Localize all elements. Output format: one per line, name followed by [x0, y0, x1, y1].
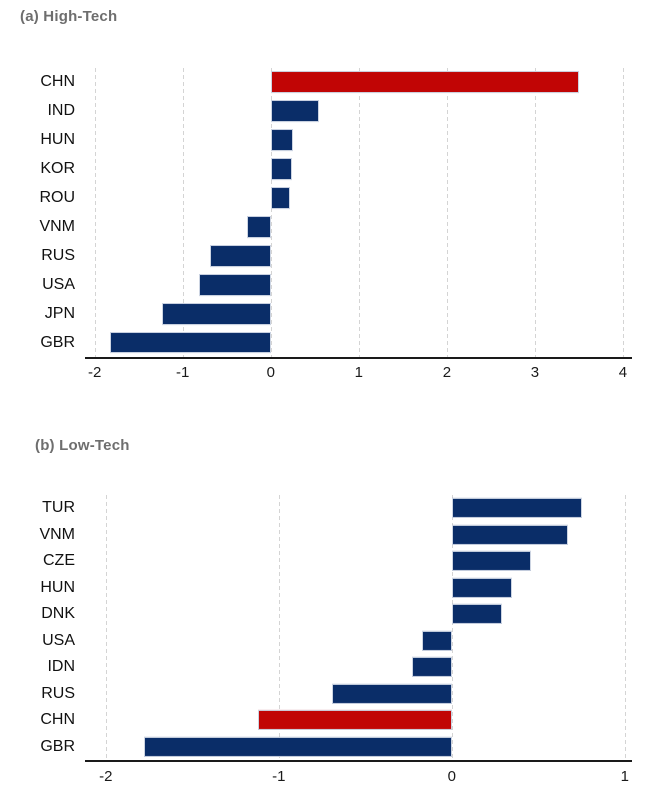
bar-row: USA — [42, 270, 630, 299]
gridline — [182, 68, 184, 357]
category-label: CZE — [43, 552, 75, 570]
x-tick-label: 1 — [620, 768, 629, 785]
category-label: VNM — [39, 525, 75, 543]
x-tick-label: 2 — [442, 364, 452, 381]
x-tick-label: 1 — [354, 364, 363, 381]
gridline — [358, 68, 360, 357]
bar-row: ROU — [39, 184, 630, 213]
bar — [451, 524, 568, 545]
category-label: KOR — [40, 160, 75, 178]
bar-row: VNM — [39, 213, 630, 242]
category-label: DNK — [41, 605, 75, 623]
bar — [451, 577, 513, 598]
panel-b-plot-area: TUR VNM CZE HUN DNK USA IDN RUS CHN GBR — [39, 495, 632, 762]
bar — [270, 71, 579, 94]
bar — [270, 129, 293, 152]
bar — [270, 158, 292, 181]
x-axis-line — [85, 760, 632, 762]
bar — [210, 244, 271, 267]
x-tick-label: 0 — [266, 364, 275, 381]
gridline — [278, 495, 280, 760]
bar-row: CHN — [40, 707, 630, 734]
bar — [422, 630, 452, 651]
gridline — [270, 68, 272, 357]
x-tick-label: 3 — [530, 364, 540, 381]
gridline — [622, 68, 624, 357]
category-label: IND — [47, 102, 75, 120]
panel-a-title: (a) High-Tech — [20, 8, 118, 25]
x-tick-label: -1 — [176, 364, 190, 381]
gridline — [105, 495, 107, 760]
category-label: IDN — [47, 658, 75, 676]
bar — [270, 187, 291, 210]
category-label: JPN — [44, 304, 75, 322]
x-tick-label: -1 — [272, 768, 286, 785]
gridline — [94, 68, 96, 357]
bar-row: GBR — [40, 328, 630, 357]
panel-a-plot-area: CHN IND HUN KOR ROU VNM RUS USA JPN GBR — [39, 68, 632, 359]
category-label: HUN — [40, 131, 75, 149]
bar-row: IDN — [47, 654, 630, 681]
bar-row: IND — [47, 97, 630, 126]
bar — [247, 215, 271, 238]
bar-row: RUS — [41, 241, 630, 270]
x-tick-label: 0 — [447, 768, 456, 785]
category-label: GBR — [40, 333, 75, 351]
panel-b-x-axis-ticks: -2 -1 0 1 — [85, 768, 630, 788]
category-label: HUN — [40, 578, 75, 596]
gridline — [451, 495, 453, 760]
category-label: CHN — [40, 73, 75, 91]
panel-a-x-axis-ticks: -2 -1 0 1 2 3 4 — [85, 364, 630, 384]
bar-row: CHN — [40, 68, 630, 97]
gridline — [624, 495, 626, 760]
gridline — [534, 68, 536, 357]
bar-row: DNK — [41, 601, 630, 628]
bar — [162, 302, 271, 325]
bar-row: HUN — [40, 126, 630, 155]
category-label: GBR — [40, 737, 75, 755]
bar — [412, 657, 452, 678]
bar-row: KOR — [40, 155, 630, 184]
category-label: ROU — [39, 189, 75, 207]
bar — [332, 683, 452, 704]
bar-row: CZE — [43, 548, 630, 575]
bar — [451, 604, 502, 625]
category-label: USA — [42, 631, 75, 649]
bar-row: TUR — [42, 495, 630, 522]
gridline — [446, 68, 448, 357]
category-label: RUS — [41, 684, 75, 702]
bar — [143, 736, 452, 757]
category-label: RUS — [41, 246, 75, 264]
bar-row: RUS — [41, 681, 630, 708]
x-tick-label: -2 — [88, 364, 102, 381]
category-label: CHN — [40, 711, 75, 729]
bar-row: JPN — [45, 299, 630, 328]
bar — [258, 710, 452, 731]
category-label: TUR — [42, 499, 75, 517]
x-tick-label: 4 — [618, 364, 628, 381]
bar — [109, 331, 271, 354]
bar — [451, 551, 532, 572]
bar-row: USA — [42, 628, 630, 655]
bar-row: GBR — [40, 734, 630, 761]
category-label: VNM — [39, 217, 75, 235]
category-label: USA — [42, 275, 75, 293]
bar-row: VNM — [39, 522, 630, 549]
x-axis-line — [85, 357, 632, 359]
bar — [451, 498, 582, 519]
bar — [270, 100, 320, 123]
bar — [198, 273, 271, 296]
bar-row: HUN — [40, 575, 630, 602]
x-tick-label: -2 — [99, 768, 113, 785]
panel-b-title: (b) Low-Tech — [35, 437, 130, 454]
